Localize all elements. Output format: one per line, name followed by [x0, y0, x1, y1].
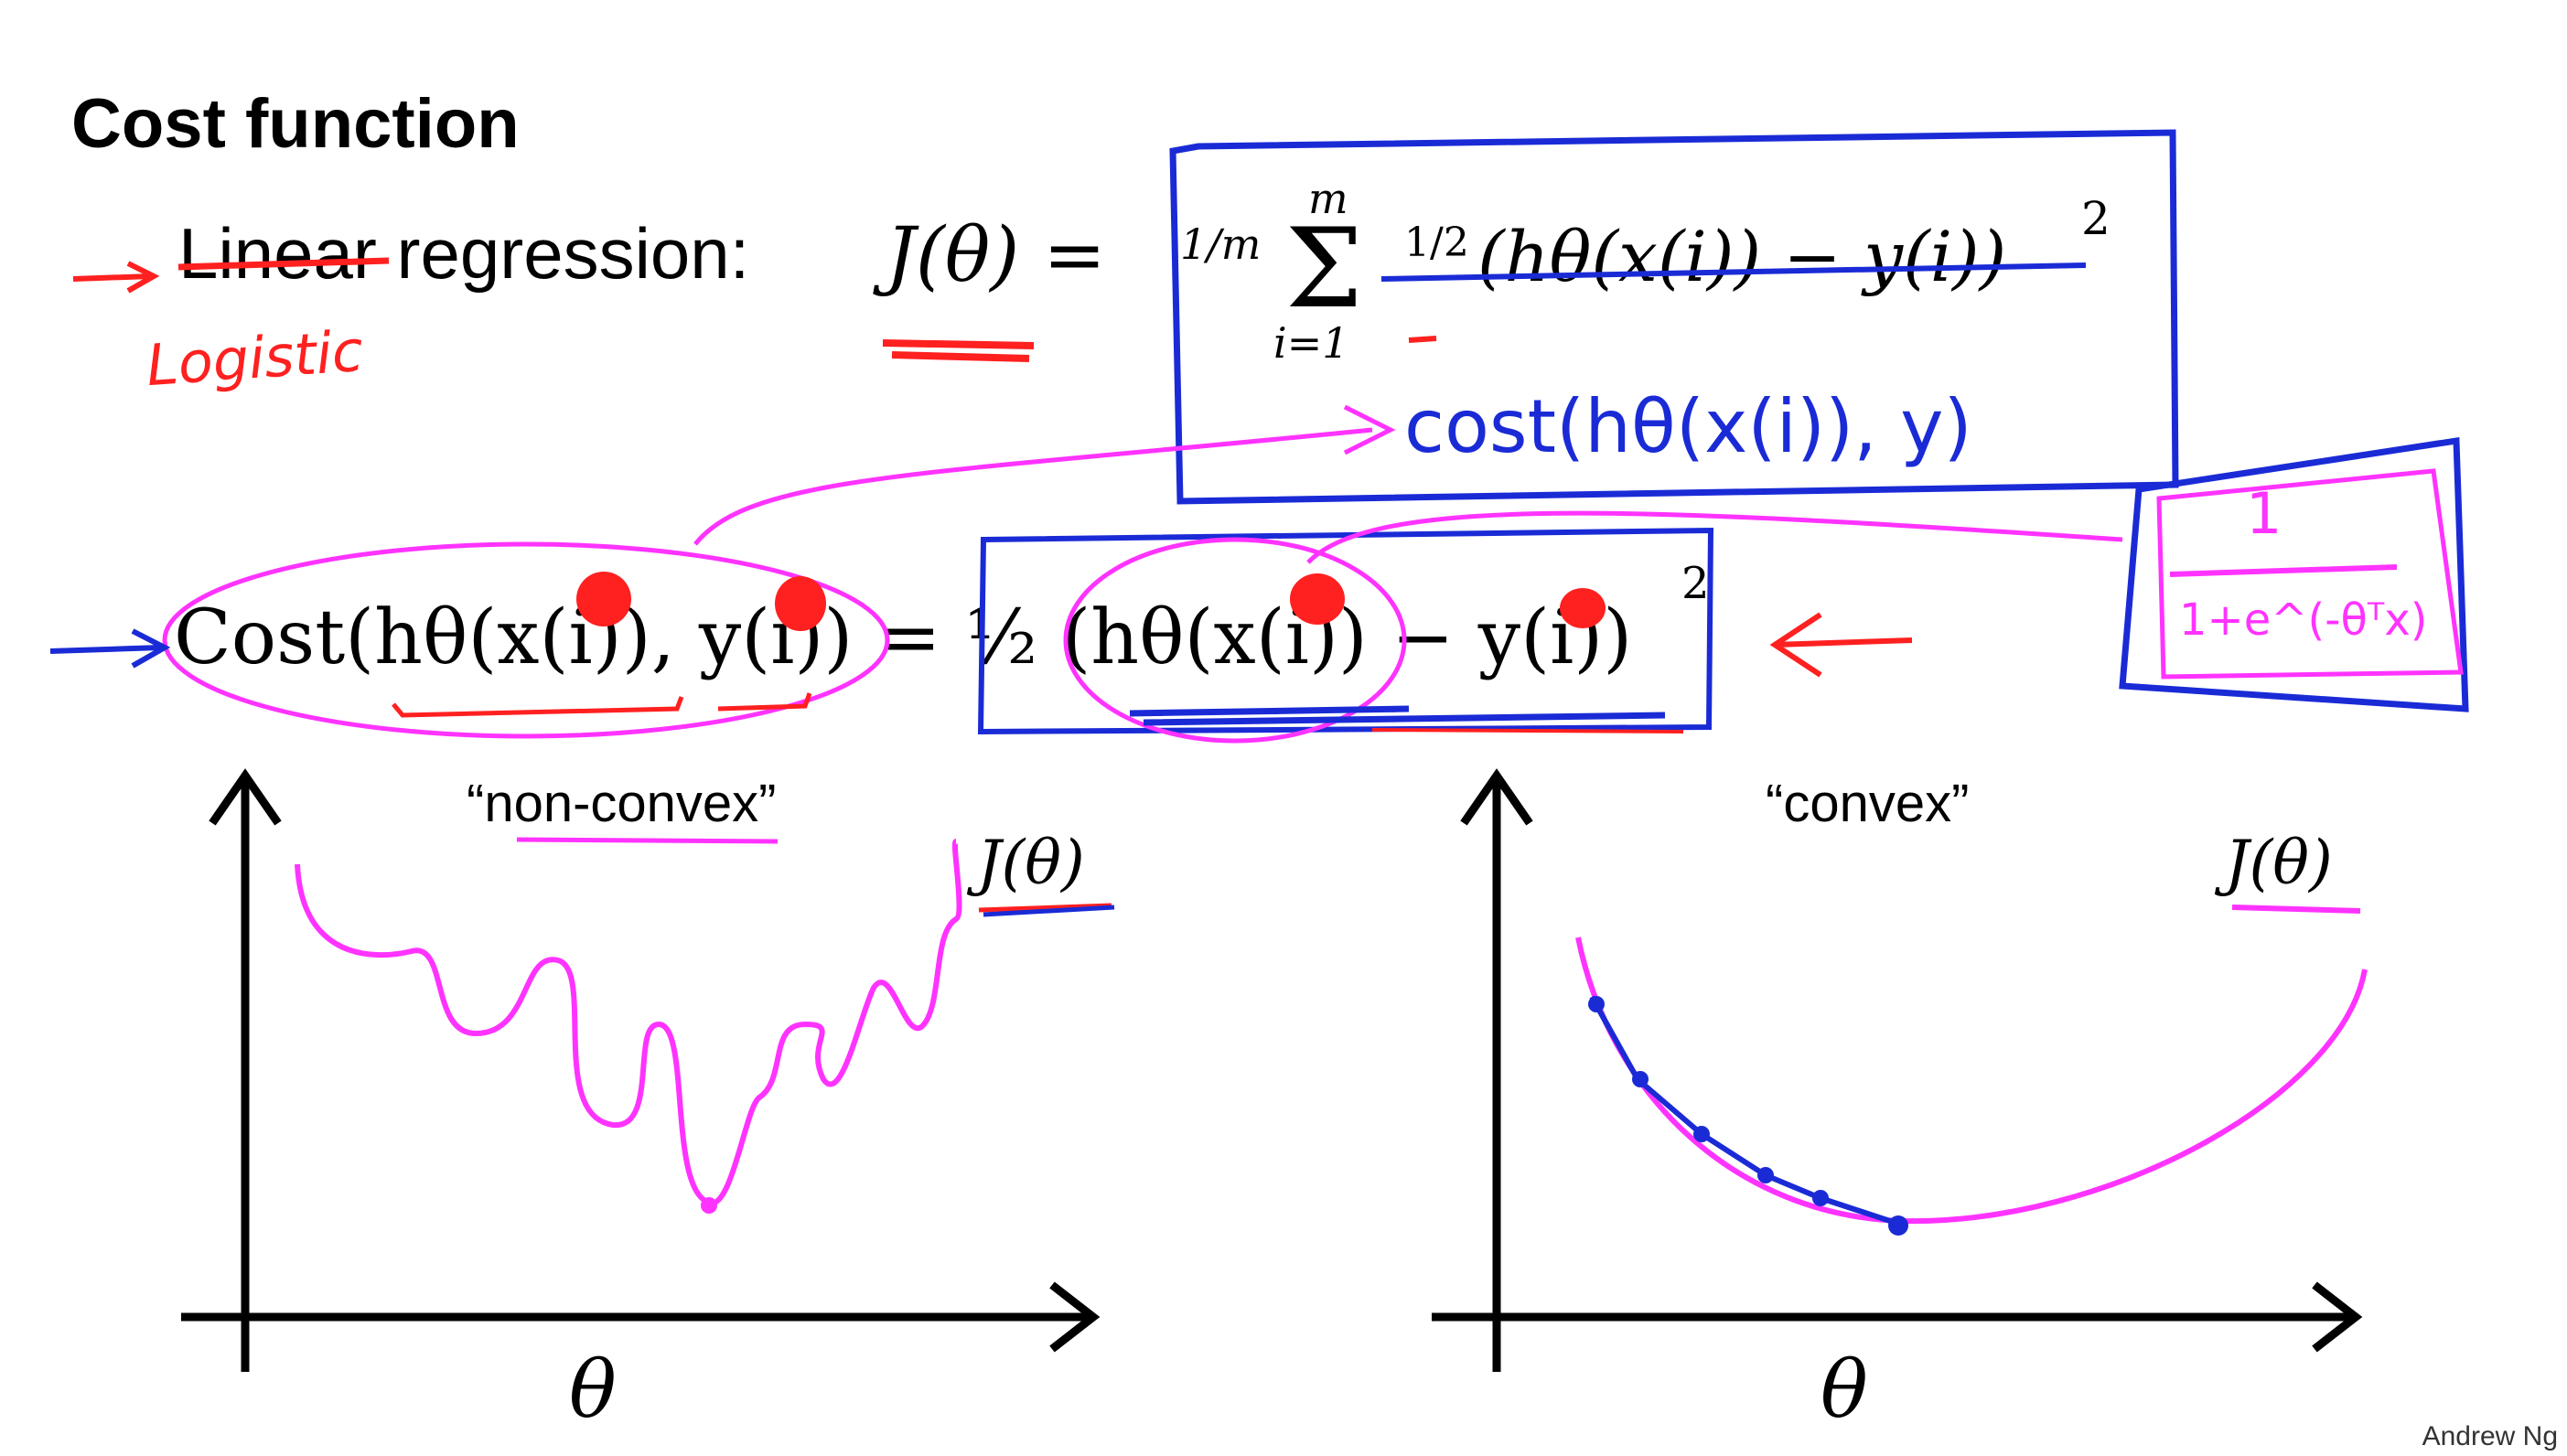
gd-step-3 — [1693, 1126, 1710, 1142]
red-scribble-2 — [775, 576, 826, 631]
red-scribble-3 — [1290, 573, 1345, 625]
blue-cost-box — [1169, 129, 2179, 505]
right-x-arrowhead — [2312, 1281, 2363, 1353]
magenta-arc-sigmoid — [1306, 510, 2123, 564]
magenta-ellipse-rhs — [1063, 537, 1407, 744]
plot-right-ylabel: J(θ) — [2225, 828, 2333, 898]
cost-eq-frac: 1/m — [1180, 219, 1262, 269]
blue-underline-rhs — [1129, 705, 1666, 726]
underline-left-j — [978, 903, 1112, 913]
sigmoid-denominator: 1+e^(-θᵀx) — [2179, 594, 2428, 646]
gd-step-1 — [1588, 996, 1605, 1012]
nonconvex-curve — [295, 839, 962, 1206]
underline-j — [882, 339, 1035, 362]
convex-curve — [1575, 937, 2368, 1225]
red-dash-half — [1408, 336, 1437, 343]
plot-left-ylabel: J(θ) — [977, 828, 1085, 898]
strike-body — [1380, 262, 2087, 282]
gd-step-6 — [1888, 1215, 1908, 1236]
gd-step-5 — [1812, 1190, 1829, 1206]
slide-title: Cost function — [71, 85, 520, 163]
magenta-ellipse-lhs — [162, 541, 890, 739]
cost-eq-body: (hθ(x(i)) − y(i)) — [1477, 216, 2007, 297]
magenta-arrow-cost — [693, 404, 1396, 546]
cost-handwritten: cost(hθ(x(i)), y) — [1404, 384, 1972, 469]
blue-rhs-box — [977, 527, 1714, 735]
label-convex: “convex” — [1766, 774, 1970, 833]
gradient-steps — [1589, 995, 1899, 1226]
plot-right-xlabel: θ — [1821, 1344, 1868, 1436]
red-underline-y — [717, 692, 812, 712]
plot-left-xlabel: θ — [569, 1344, 617, 1436]
bullet-word-regression: regression: — [396, 213, 750, 294]
blue-sigmoid-box — [2119, 436, 2469, 712]
underline-left-j-blue — [983, 905, 1115, 917]
right-y-arrowhead — [1460, 768, 1533, 826]
red-underline-rhs — [1371, 728, 1684, 733]
left-y-arrowhead — [209, 768, 282, 826]
underline-right-j — [2231, 905, 2361, 914]
blue-arrow-cost — [49, 628, 171, 669]
gd-step-4 — [1757, 1167, 1774, 1183]
bullet-word-linear: Linear — [178, 213, 377, 294]
red-bullet-arrow — [72, 261, 160, 294]
bullet-label: Linear regression: — [178, 212, 749, 295]
cost-eq-lhs: J(θ) = — [886, 212, 1106, 299]
sigmoid-fraction-bar — [2169, 564, 2398, 577]
second-eq-lhs: Cost(hθ(x(i)), y(i)) — [174, 594, 854, 681]
red-scribble-4 — [1560, 588, 1606, 628]
gd-step-2 — [1632, 1071, 1649, 1087]
magenta-sigmoid-box — [2156, 468, 2464, 680]
red-scribble-1 — [576, 572, 631, 626]
left-x-arrowhead — [1049, 1281, 1101, 1353]
underline-nonconvex — [516, 837, 779, 844]
second-eq-rhs: = ½ (hθ(x(i)) − y(i)) — [878, 594, 1633, 681]
cost-eq-sum: Σ — [1285, 206, 1363, 333]
cost-eq-half: 1/2 — [1404, 219, 1469, 266]
strike-linear — [177, 257, 390, 271]
red-left-arrow — [1769, 612, 1913, 678]
nonconvex-min-dot — [701, 1197, 717, 1214]
credit: Andrew Ng — [2422, 1421, 2558, 1451]
cost-eq-power: 2 — [2081, 192, 2111, 245]
second-eq-power: 2 — [1681, 558, 1710, 609]
red-underline-h — [392, 696, 684, 718]
cost-eq-sum-bottom: i=1 — [1273, 318, 1349, 368]
cost-eq-sum-top: m — [1308, 174, 1348, 223]
label-nonconvex: “non-convex” — [467, 774, 777, 833]
